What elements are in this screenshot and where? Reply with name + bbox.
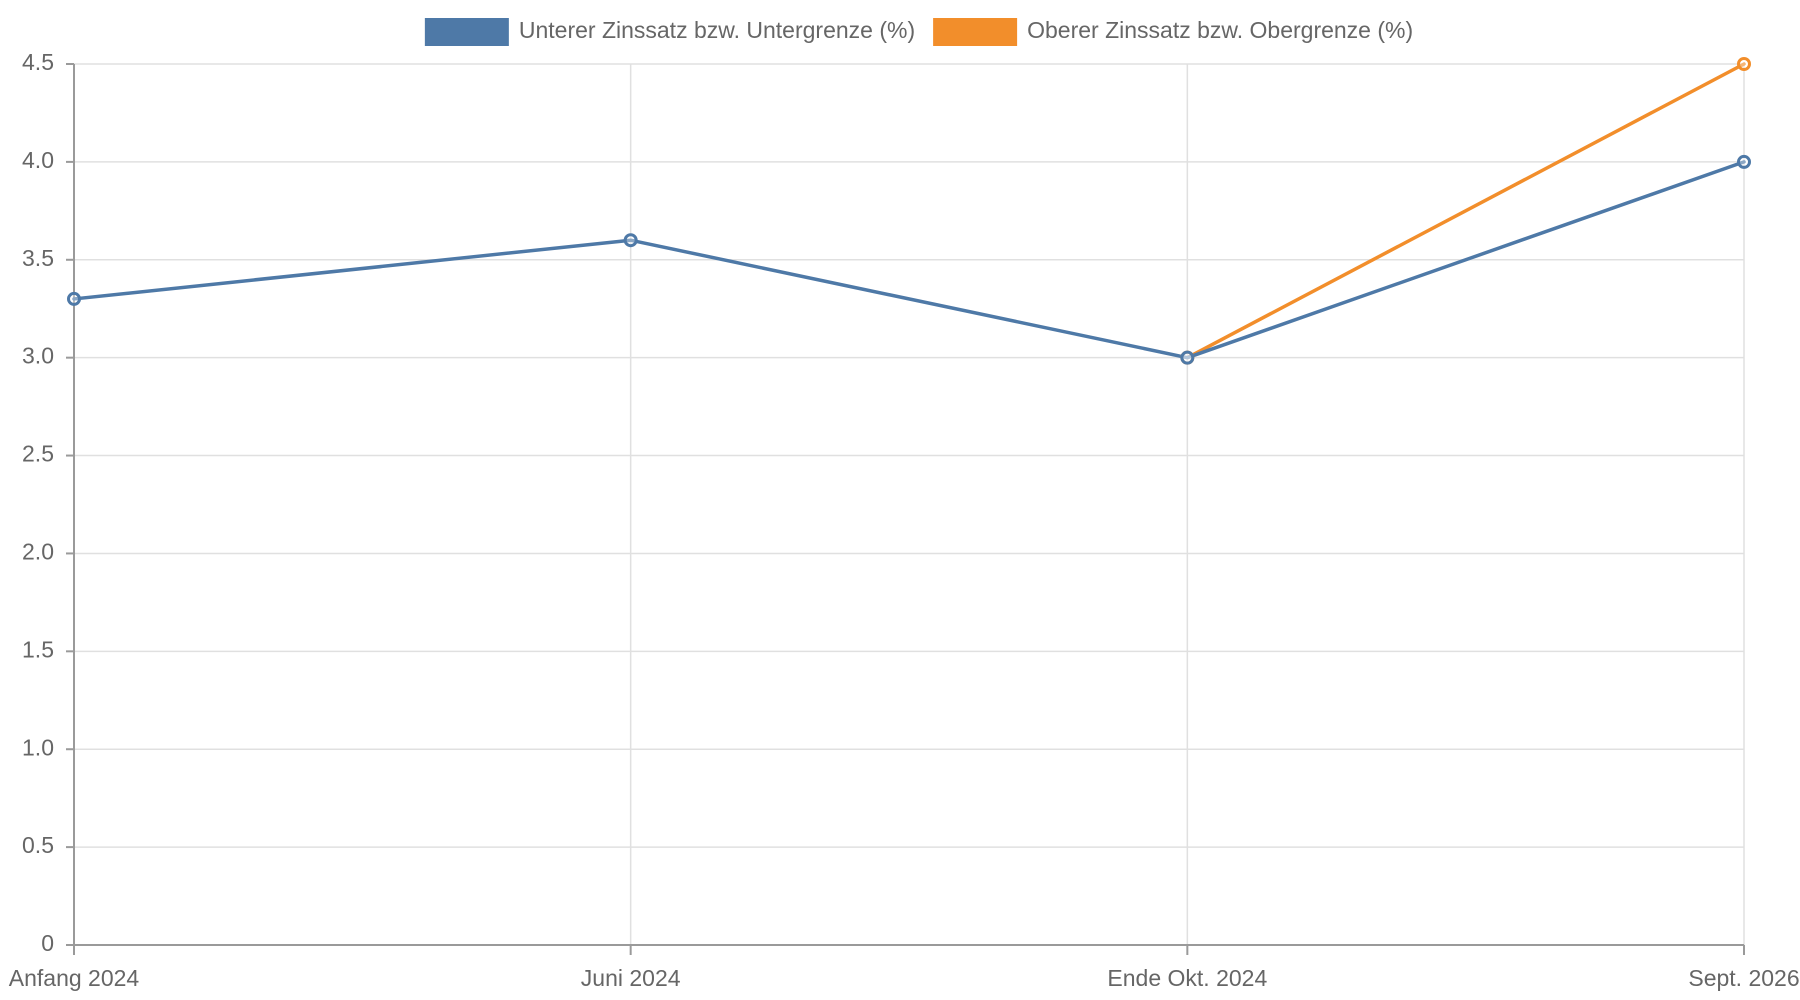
series-line-1 xyxy=(72,160,1746,360)
legend-swatch xyxy=(424,18,509,46)
legend: Unterer Zinssatz bzw. Untergrenze (%) Obe… xyxy=(424,17,1413,46)
y-tick-label: 0 xyxy=(41,930,54,956)
y-tick-label: 2.0 xyxy=(22,539,54,565)
data-point xyxy=(67,291,81,306)
data-point xyxy=(623,233,638,248)
y-tick-label: 0.5 xyxy=(22,832,54,858)
y-tick-label: 3.5 xyxy=(22,245,54,271)
y-tick-label: 4.0 xyxy=(22,147,54,173)
x-tick-label: Juni 2024 xyxy=(581,965,681,991)
y-tick-label: 3.0 xyxy=(22,343,54,369)
y-tick-label: 4.5 xyxy=(22,49,54,75)
y-tick-label: 1.5 xyxy=(22,636,54,662)
legend-label: Oberer Zinssatz bzw. Obergrenze (%) xyxy=(1027,17,1413,43)
y-tick-label: 1.0 xyxy=(22,734,54,760)
data-point xyxy=(1737,154,1751,169)
axes: 0 0.5 1.0 1.5 2.0 2.5 3.0 3.5 4.0 4.5 Anfang 2024 J… xyxy=(9,49,1800,991)
legend-label: Unterer Zinssatz bzw. Untergrenze (%) xyxy=(519,17,915,43)
x-tick-label: Anfang 2024 xyxy=(9,965,140,991)
x-tick-label: Sept. 2026 xyxy=(1688,965,1799,991)
legend-swatch xyxy=(933,18,1018,46)
data-point xyxy=(1737,57,1751,71)
data-point xyxy=(1180,350,1195,365)
series xyxy=(67,57,1751,365)
grid xyxy=(74,63,1745,945)
x-tick-label: Ende Okt. 2024 xyxy=(1107,965,1267,991)
series-line-2 xyxy=(1185,62,1746,360)
y-tick-label: 2.5 xyxy=(22,441,54,467)
